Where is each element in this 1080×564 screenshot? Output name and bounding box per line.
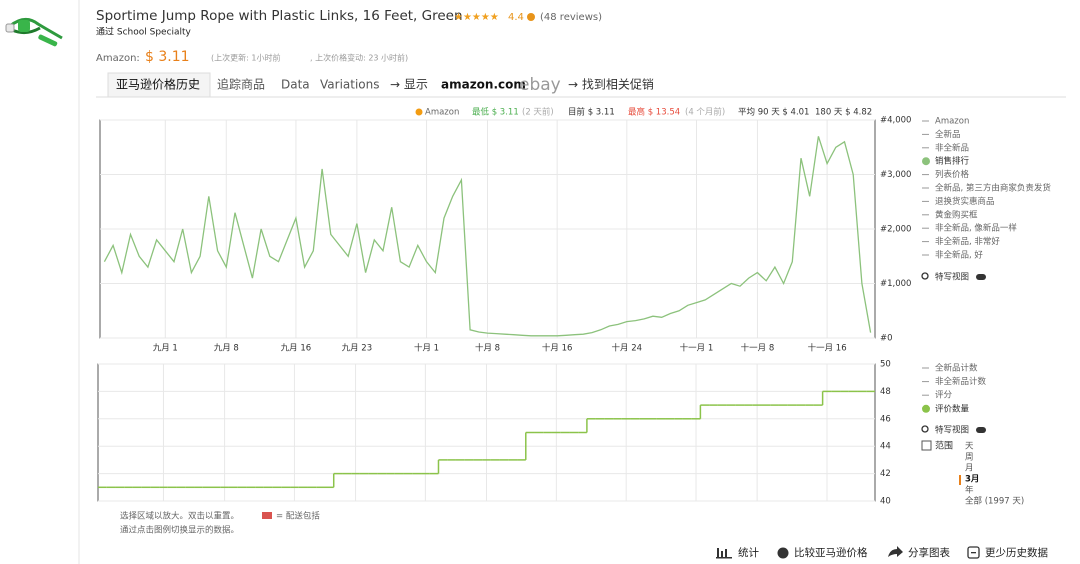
product-title: Sportime Jump Rope with Plastic Links, 1… — [96, 8, 463, 24]
rating-stars: ★★★★★ — [454, 12, 499, 23]
stats-current: 目前 $ 3.11 — [568, 107, 615, 118]
tab[interactable]: Data — [281, 78, 310, 92]
toggle-switch — [976, 427, 986, 433]
range-active-marker — [959, 475, 961, 485]
legend-dot — [922, 404, 930, 413]
y-tick-label: #0 — [880, 334, 893, 344]
x-tick-label: 九月 16 — [281, 344, 312, 354]
y-tick-label: #4,000 — [880, 116, 911, 126]
tab[interactable]: → 显示 — [390, 78, 428, 92]
legend-item[interactable]: 非全新品, 好 — [935, 250, 983, 261]
y-tick-label: 46 — [880, 414, 891, 424]
x-tick-label: 十一月 1 — [680, 343, 714, 354]
amazon-dot — [415, 108, 423, 116]
tab[interactable]: 亚马逊价格历史 — [116, 77, 200, 92]
legend-item[interactable]: 评价数量 — [935, 403, 970, 414]
legend-dot — [922, 157, 930, 166]
range-label: 范围 — [935, 440, 953, 452]
x-tick-label: 十月 8 — [475, 343, 500, 354]
legend-item[interactable]: 非全新品计数 — [935, 376, 987, 387]
legend-item[interactable]: 全新品计数 — [935, 363, 978, 374]
x-tick-label: 十一月 16 — [808, 343, 847, 354]
last-update: (上次更新: 1小时前 — [211, 53, 280, 63]
legend-item[interactable]: 全新品 — [935, 129, 961, 140]
stats-highest-when: (4 个月前) — [685, 107, 725, 118]
legend-item[interactable]: 销售排行 — [935, 156, 970, 167]
truck-icon — [262, 512, 272, 519]
y-tick-label: #1,000 — [880, 279, 911, 289]
range-option[interactable]: 全部 (1997 天) — [965, 496, 1024, 507]
x-tick-label: 十月 16 — [542, 343, 573, 354]
legend-item[interactable]: Amazon — [935, 117, 969, 127]
legend-item[interactable]: 非全新品, 像新品一样 — [935, 223, 1017, 234]
svg-text:★★★★★: ★★★★★ — [454, 12, 499, 23]
legend-item[interactable]: 非全新品 — [935, 142, 969, 153]
action-button[interactable]: 比较亚马逊价格 — [794, 546, 868, 559]
legend-item[interactable]: 非全新品, 非常好 — [935, 236, 1000, 247]
y-tick-label: 40 — [880, 497, 891, 507]
stats-lowest-when: (2 天前) — [522, 107, 554, 118]
y-tick-label: 44 — [880, 442, 891, 452]
x-tick-label: 九月 8 — [214, 344, 239, 354]
toggle-switch — [976, 274, 986, 280]
price-label: Amazon: — [96, 53, 140, 64]
tab[interactable]: 追踪商品 — [217, 77, 265, 92]
tab[interactable]: ebay — [519, 75, 561, 95]
tab[interactable]: Variations — [320, 78, 380, 92]
shipping-note: = 配送包括 — [276, 511, 320, 522]
zoom-hint: 选择区域以放大。双击以重置。 — [120, 511, 239, 522]
last-change: , 上次价格变动: 23 小时前) — [310, 53, 408, 63]
action-button[interactable]: 统计 — [738, 546, 759, 559]
button-icons — [716, 546, 980, 559]
tab[interactable]: amazon.com — [441, 78, 526, 92]
legend-item[interactable]: 黄金购买框 — [935, 209, 978, 220]
range-option[interactable]: 年 — [965, 485, 974, 496]
x-tick-label: 十月 1 — [414, 343, 439, 354]
y-tick-label: 50 — [880, 360, 891, 370]
y-tick-label: #2,000 — [880, 225, 911, 235]
stats-highest: 最高 $ 13.54 — [628, 107, 680, 118]
rating-icon — [527, 13, 535, 21]
tab[interactable]: → 找到相关促销 — [568, 78, 654, 92]
price: $ 3.11 — [145, 49, 190, 65]
closeup-icon — [921, 272, 929, 280]
stats-lowest: 最低 $ 3.11 — [472, 107, 519, 118]
x-tick-label: 九月 1 — [153, 344, 178, 354]
range-option[interactable]: 周 — [965, 453, 974, 463]
legend-hint: 通过点击图例切换显示的数据。 — [120, 525, 239, 536]
y-tick-label: #3,000 — [880, 170, 911, 180]
seller: 通过 School Specialty — [96, 26, 192, 38]
review-count: (48 reviews) — [540, 12, 602, 23]
range-option[interactable]: 月 — [965, 464, 974, 474]
action-button[interactable]: 分享图表 — [908, 546, 950, 559]
y-tick-label: 42 — [880, 469, 891, 479]
action-button[interactable]: 更少历史数据 — [985, 546, 1048, 559]
y-tick-label: 48 — [880, 387, 891, 397]
closeup-icon — [921, 425, 929, 433]
legend-item[interactable]: 列表价格 — [935, 169, 970, 180]
series-line — [103, 136, 872, 337]
product-image — [5, 18, 63, 47]
rating: 4.4 — [508, 12, 524, 23]
stats-avg90: 平均 90 天 $ 4.01 — [738, 107, 809, 118]
legend-item[interactable]: 退换货实惠商品 — [935, 196, 995, 207]
stats-amazon: Amazon — [425, 108, 459, 118]
x-tick-label: 九月 23 — [342, 344, 373, 354]
range-option[interactable]: 天 — [965, 442, 974, 452]
legend-item[interactable]: 全新品, 第三方由商家负责发货 — [935, 183, 1051, 194]
x-tick-label: 十月 24 — [612, 343, 643, 354]
stats-avg180: 180 天 $ 4.82 — [815, 108, 872, 118]
x-tick-label: 十一月 8 — [741, 343, 775, 354]
closeup-toggle[interactable]: 特写视图 — [935, 425, 969, 436]
legend-item[interactable]: 评分 — [935, 391, 953, 401]
range-option[interactable]: 3月 — [965, 475, 979, 485]
calendar-icon — [921, 440, 932, 451]
closeup-toggle[interactable]: 特写视图 — [935, 272, 969, 283]
